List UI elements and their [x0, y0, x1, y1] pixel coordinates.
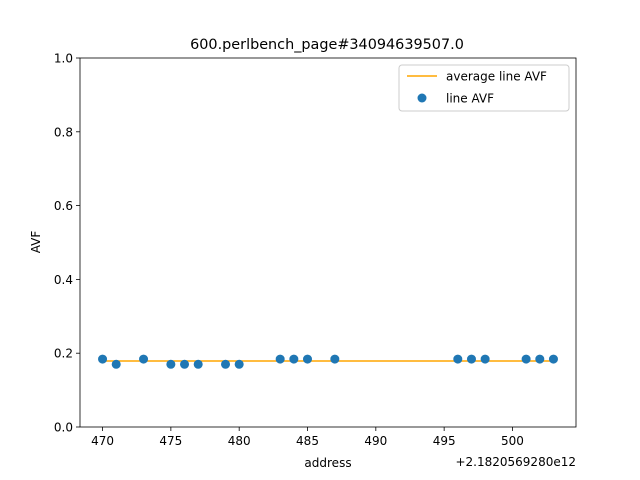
data-point: [180, 359, 190, 369]
data-point: [453, 354, 463, 364]
x-tick-label: 500: [501, 434, 524, 448]
y-tick-label: 0.8: [54, 125, 73, 139]
data-point: [193, 359, 203, 369]
chart-title: 600.perlbench_page#34094639507.0: [190, 37, 464, 53]
x-axis-label: address: [304, 456, 351, 470]
x-tick-label: 490: [364, 434, 387, 448]
y-tick-label: 0.0: [54, 421, 73, 435]
legend-label-points: line AVF: [446, 92, 494, 106]
x-axis: 470 475 480 485 490 495 500: [91, 427, 524, 448]
data-point: [303, 354, 313, 364]
x-offset-label: +2.1820569280e12: [455, 455, 576, 469]
data-point: [275, 354, 285, 364]
data-point: [166, 359, 176, 369]
x-tick-label: 480: [228, 434, 251, 448]
data-point: [521, 354, 531, 364]
legend-box: [398, 64, 570, 112]
x-tick-label: 485: [296, 434, 319, 448]
data-point: [111, 359, 121, 369]
y-tick-label: 0.2: [54, 347, 73, 361]
x-tick-label: 470: [91, 434, 114, 448]
data-point: [98, 354, 108, 364]
y-tick-label: 0.4: [54, 273, 73, 287]
data-point: [466, 354, 476, 364]
x-tick-label: 475: [159, 434, 182, 448]
x-tick-label: 495: [433, 434, 456, 448]
axes-frame: [79, 57, 577, 428]
legend-point-swatch: [417, 93, 427, 103]
y-tick-label: 1.0: [54, 52, 73, 66]
y-axis: 0.0 0.2 0.4 0.6 0.8 1.0: [54, 52, 80, 435]
legend: average line AVF line AVF: [398, 64, 570, 112]
data-point: [221, 359, 231, 369]
data-point: [548, 354, 558, 364]
data-point: [535, 354, 545, 364]
data-point: [234, 359, 244, 369]
data-point: [480, 354, 490, 364]
plot-area: [79, 57, 577, 428]
y-axis-label: AVF: [29, 231, 43, 254]
data-point: [139, 354, 149, 364]
y-tick-label: 0.6: [54, 199, 73, 213]
legend-label-average: average line AVF: [446, 70, 547, 84]
data-point: [330, 354, 340, 364]
data-point: [289, 354, 299, 364]
